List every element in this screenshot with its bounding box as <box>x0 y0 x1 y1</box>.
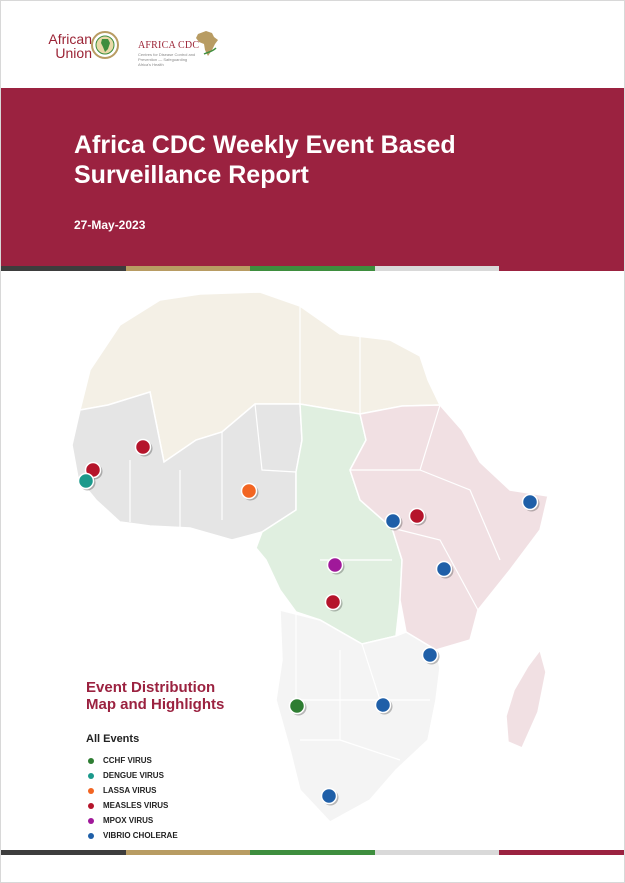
au-logo-line1: African <box>48 31 92 47</box>
legend-label: DENGUE VIRUS <box>103 771 164 780</box>
stripe-segment <box>250 266 375 271</box>
event-marker-mpox-drc[interactable] <box>326 556 344 574</box>
cdc-logo-text: AFRICA CDC <box>138 40 200 51</box>
highlights-title-line2: Map and Highlights <box>86 696 225 713</box>
report-title-line2: Surveillance Report <box>74 161 309 189</box>
legend-label: CCHF VIRUS <box>103 756 152 765</box>
legend-dot-icon <box>88 787 94 794</box>
event-marker-lassa-nigeria[interactable] <box>240 482 258 500</box>
legend-item: MEASLES VIRUS <box>86 798 326 813</box>
color-stripe-bottom <box>1 850 624 855</box>
african-union-logo: African Union <box>38 30 124 64</box>
event-marker-vibrio-zimbabwe[interactable] <box>374 696 392 714</box>
cdc-africa-map-icon <box>196 31 218 56</box>
legend-dot-icon <box>88 772 94 779</box>
stripe-segment <box>499 850 624 855</box>
stripe-segment <box>499 266 624 271</box>
event-marker-dengue-senegal[interactable] <box>77 472 95 490</box>
event-legend: CCHF VIRUS DENGUE VIRUS LASSA VIRUS MEASLES… <box>86 753 326 843</box>
legend-dot-icon <box>88 757 94 764</box>
all-events-heading: All Events <box>86 733 140 745</box>
legend-dot-icon <box>88 817 94 824</box>
africa-event-map <box>71 291 549 823</box>
report-title: Africa CDC Weekly Event Based Surveillan… <box>74 130 554 190</box>
au-emblem-icon <box>91 31 119 59</box>
legend-item: LASSA VIRUS <box>86 783 326 798</box>
stripe-segment <box>250 850 375 855</box>
legend-item: VIBRIO CHOLERAE <box>86 828 326 843</box>
au-logo-text: African Union <box>38 32 92 60</box>
africa-cdc-logo: AFRICA CDC Centres for Disease Control a… <box>138 28 258 67</box>
highlights-title-line1: Event Distribution <box>86 679 216 696</box>
event-marker-vibrio-south-africa[interactable] <box>320 787 338 805</box>
legend-label: VIBRIO CHOLERAE <box>103 831 178 840</box>
event-marker-measles-drc[interactable] <box>324 593 342 611</box>
event-marker-measles-mali[interactable] <box>134 438 152 456</box>
region-madagascar <box>505 648 547 749</box>
legend-item: MPOX VIRUS <box>86 813 326 828</box>
legend-label: MEASLES VIRUS <box>103 801 169 810</box>
stripe-segment <box>125 850 251 855</box>
stripe-segment <box>1 266 126 271</box>
stripe-segment <box>374 850 500 855</box>
region-east-africa <box>349 404 549 651</box>
stripe-segment <box>374 266 500 271</box>
country-borders <box>129 306 501 761</box>
event-marker-measles-south-sudan[interactable] <box>408 507 426 525</box>
au-logo-line2: Union <box>55 45 92 61</box>
highlights-panel: Event Distribution Map and Highlights Al… <box>86 679 326 843</box>
color-stripe-top <box>1 266 624 271</box>
legend-item: DENGUE VIRUS <box>86 768 326 783</box>
legend-item: CCHF VIRUS <box>86 753 326 768</box>
event-marker-vibrio-malawi[interactable] <box>421 646 439 664</box>
event-marker-vibrio-somalia[interactable] <box>521 493 539 511</box>
legend-dot-icon <box>88 802 94 809</box>
event-markers <box>77 438 540 806</box>
legend-dot-icon <box>88 832 94 839</box>
legend-label: MPOX VIRUS <box>103 816 154 825</box>
stripe-segment <box>125 266 251 271</box>
highlights-title: Event Distribution Map and Highlights <box>86 679 326 713</box>
cdc-logo-tagline: Centres for Disease Control and Preventi… <box>138 52 196 67</box>
legend-label: LASSA VIRUS <box>103 786 157 795</box>
report-date: 27-May-2023 <box>74 218 146 232</box>
stripe-segment <box>1 850 126 855</box>
event-marker-vibrio-kenya[interactable] <box>435 560 453 578</box>
report-title-line1: Africa CDC Weekly Event Based <box>74 131 456 159</box>
title-banner: Africa CDC Weekly Event Based Surveillan… <box>1 88 624 266</box>
event-marker-vibrio-south-sudan[interactable] <box>384 512 402 530</box>
region-southern-africa <box>275 609 441 823</box>
event-marker-cchf-namibia[interactable] <box>288 697 306 715</box>
